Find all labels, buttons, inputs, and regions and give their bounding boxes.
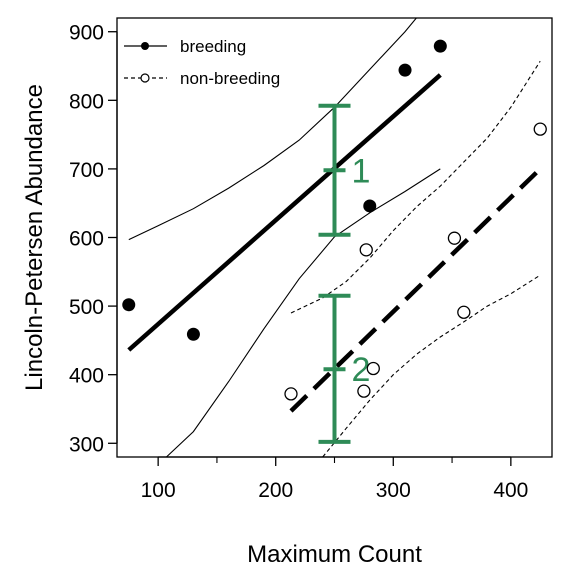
x-tick-label: 400: [493, 479, 528, 502]
breeding-point: [363, 199, 377, 213]
breeding-point: [122, 298, 136, 312]
annotation-1: 1: [318, 103, 371, 237]
plot-area: 12: [122, 18, 547, 457]
x-tick-label: 100: [141, 479, 176, 502]
breeding-point: [398, 63, 412, 77]
non-breeding-point: [447, 231, 462, 245]
fit-line-breeding: [127, 73, 442, 352]
legend: breeding non-breeding: [124, 37, 280, 88]
ci-lower-breeding: [166, 168, 441, 457]
y-axis: 300 400 500 600 700 800 900: [69, 22, 118, 456]
x-axis: 100 200 300 400: [141, 456, 528, 502]
non-breeding-point: [359, 243, 373, 257]
legend-marker-breeding: [141, 42, 149, 50]
x-axis-title: Maximum Count: [247, 541, 422, 568]
annotation-label-2: 2: [352, 351, 371, 389]
ci-lower-non-breeding: [322, 274, 541, 457]
non-breeding-point: [357, 384, 371, 398]
non-breeding-point: [284, 387, 298, 401]
y-tick-label: 500: [69, 296, 104, 319]
fit-line-non-breeding: [289, 167, 542, 413]
y-axis-title: Lincoln-Petersen Abundance: [21, 84, 48, 391]
y-tick-label: 900: [69, 22, 104, 45]
x-tick-label: 200: [258, 479, 293, 502]
legend-label-non-breeding: non-breeding: [180, 69, 280, 88]
x-tick-label: 300: [376, 479, 411, 502]
y-tick-label: 300: [69, 433, 104, 456]
y-tick-label: 600: [69, 228, 104, 251]
breeding-point: [186, 327, 200, 341]
annotation-label-1: 1: [352, 152, 371, 190]
annotation-2: 2: [318, 293, 371, 444]
y-tick-label: 800: [69, 90, 104, 113]
legend-marker-non-breeding: [140, 73, 150, 83]
legend-label-breeding: breeding: [180, 37, 246, 56]
y-tick-label: 400: [69, 365, 104, 388]
ci-upper-breeding: [128, 18, 418, 241]
breeding-point: [433, 39, 447, 53]
non-breeding-point: [457, 305, 471, 319]
y-tick-label: 700: [69, 159, 104, 182]
non-breeding-point: [533, 122, 547, 136]
non-breeding-point: [366, 361, 380, 376]
